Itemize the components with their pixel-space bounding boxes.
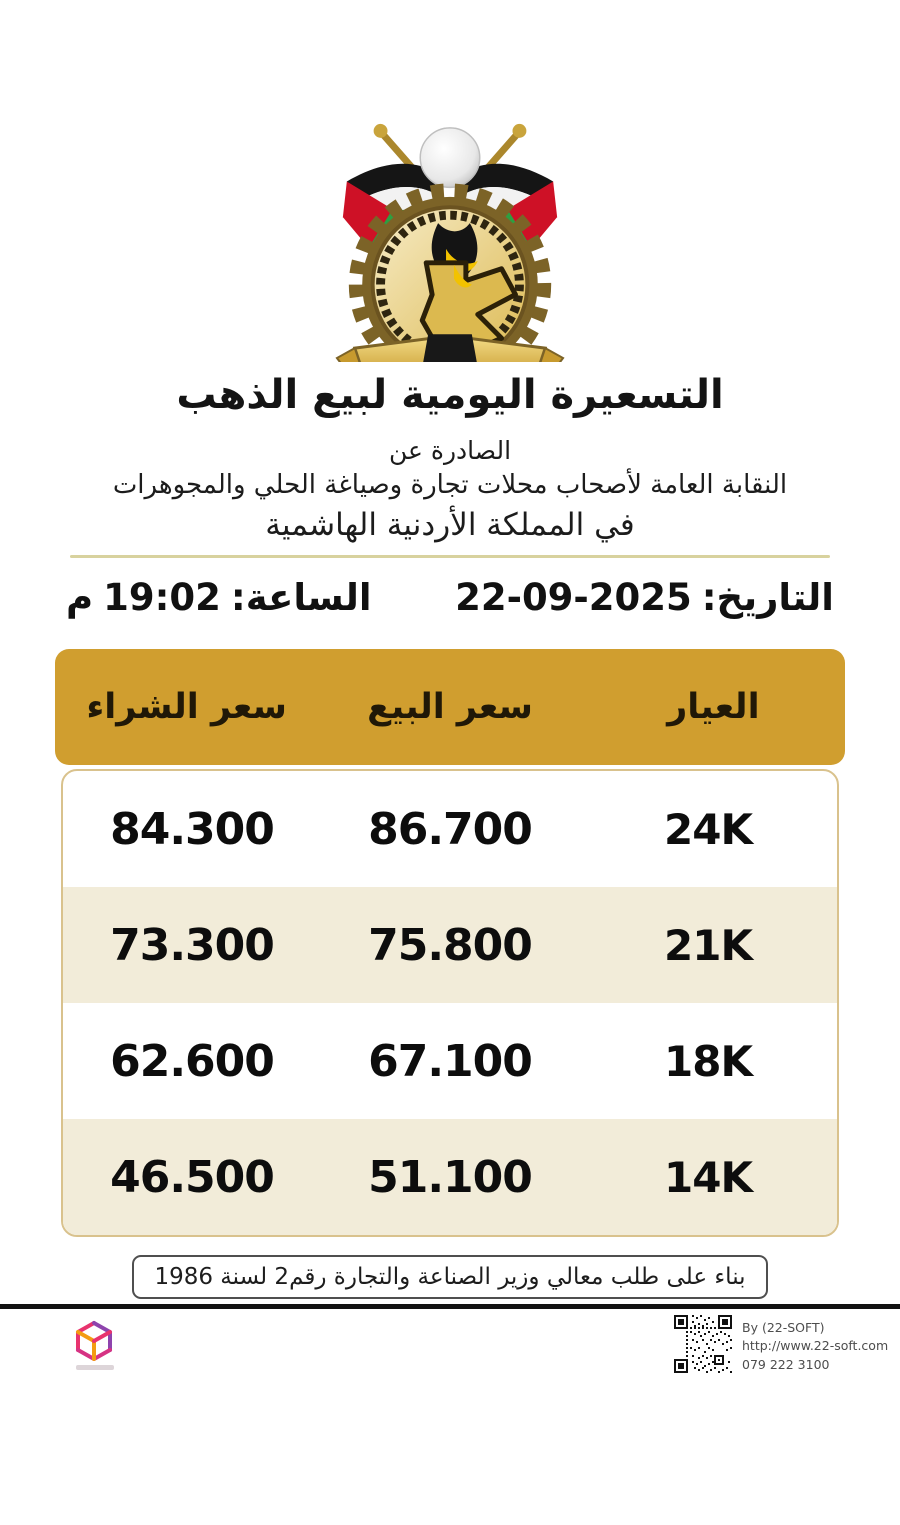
price-table: 24K 86.700 84.300 21K 75.800 73.300 18K …: [61, 769, 839, 1237]
time-label: الساعة:: [230, 576, 372, 619]
time-group: الساعة: 19:02 م: [66, 576, 372, 619]
datetime-row: التاريخ: 22-09-2025 الساعة: 19:02 م: [0, 576, 900, 619]
table-row: 21K 75.800 73.300: [63, 887, 837, 1003]
qr-code-icon: [674, 1315, 732, 1377]
legal-note: بناء على طلب معالي وزير الصناعة والتجارة…: [132, 1255, 768, 1299]
date-label: التاريخ:: [701, 576, 834, 619]
credit-phone: 079 222 3100: [742, 1356, 830, 1372]
table-row: 18K 67.100 62.600: [63, 1003, 837, 1119]
credit-text-block: By (22-SOFT) http://www.22-soft.com 079 …: [742, 1315, 888, 1377]
credit-by: By (22-SOFT): [742, 1319, 825, 1335]
page-title: التسعيرة اليومية لبيع الذهب: [176, 372, 724, 418]
credit-url: http://www.22-soft.com: [742, 1338, 889, 1354]
time-value: 19:02: [103, 576, 221, 619]
buy-price-value: 84.300: [110, 803, 275, 855]
sell-price-value: 86.700: [368, 803, 533, 855]
credits-strip: By (22-SOFT) http://www.22-soft.com 079 …: [0, 1309, 900, 1497]
header-sell-price: سعر البيع: [367, 687, 533, 727]
buy-price-value: 46.500: [110, 1151, 275, 1203]
time-suffix: م: [66, 576, 94, 619]
table-row: 14K 51.100 46.500: [63, 1119, 837, 1235]
date-group: التاريخ: 22-09-2025: [455, 576, 834, 619]
date-value: 22-09-2025: [455, 576, 692, 619]
country-line: في المملكة الأردنية الهاشمية: [265, 507, 635, 543]
company-logo-caption: [76, 1365, 114, 1370]
karat-value: 24K: [664, 804, 753, 854]
karat-value: 18K: [664, 1036, 753, 1086]
table-row: 24K 86.700 84.300: [63, 771, 837, 887]
table-header: العيار سعر البيع سعر الشراء: [55, 649, 845, 765]
sell-price-value: 75.800: [368, 919, 533, 971]
company-cube-logo-icon: [74, 1319, 114, 1367]
karat-value: 14K: [664, 1152, 753, 1202]
buy-price-value: 73.300: [110, 919, 275, 971]
credit-group: By (22-SOFT) http://www.22-soft.com 079 …: [674, 1315, 888, 1377]
buy-price-value: 62.600: [110, 1035, 275, 1087]
bottom-divider: [0, 1304, 900, 1309]
sell-price-value: 51.100: [368, 1151, 533, 1203]
separator-line: [70, 555, 830, 558]
header-buy-price: سعر الشراء: [86, 687, 287, 727]
emblem-container: [0, 0, 900, 390]
header-karat: العيار: [667, 687, 760, 727]
issued-by-line: الصادرة عن: [388, 436, 512, 465]
karat-value: 21K: [664, 920, 753, 970]
syndicate-emblem-icon: [321, 116, 579, 390]
sell-price-value: 67.100: [368, 1035, 533, 1087]
issuer-name: النقابة العامة لأصحاب محلات تجارة وصياغة…: [112, 470, 788, 500]
